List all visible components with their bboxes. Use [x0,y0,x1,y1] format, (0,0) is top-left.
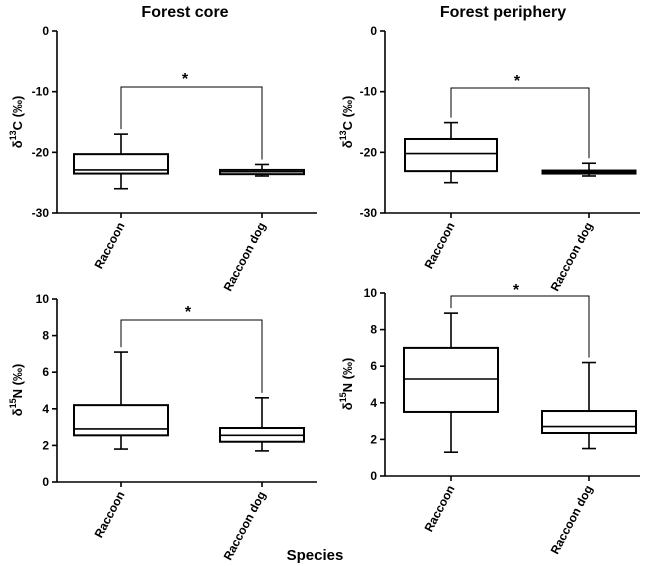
chart-panel-4: 0 2 4 6 8 10 Raccoon Raccoon dog * δ15N (‰) [338,282,640,557]
chart-panel-1: 0 -10 -20 -30 Raccoon Raccoon dog * δ13C (‰) [8,24,317,294]
y-tick-label: -30 [32,206,50,220]
y-label-isotope: 15 [338,392,348,402]
significance-bracket [450,87,590,159]
y-axis-label: δ13C (‰) [8,96,25,149]
y-tick-label: 0 [42,475,49,489]
iqr-box [541,410,637,434]
y-label-delta: δ [10,408,25,416]
x-axis-label: Species [287,547,344,564]
x-category-label: Raccoon dog [548,483,596,557]
y-label-isotope: 15 [8,398,18,408]
box-raccoon-dog [541,361,637,450]
significance-marker: * [182,71,189,88]
y-tick-label: 0 [370,469,377,483]
y-tick-label: -20 [32,145,50,159]
y-tick-label: 8 [42,329,49,343]
x-category-label: Raccoon dog [548,220,596,294]
y-tick-label: 2 [370,432,377,446]
box-raccoon [404,121,498,184]
box-raccoon [403,312,499,454]
y-label-isotope: 13 [8,130,18,140]
box-raccoon-dog [541,162,637,177]
x-category-label: Raccoon dog [221,220,269,294]
y-tick-label: -10 [32,85,50,99]
y-tick-label: 4 [42,402,49,416]
y-tick-label: -10 [360,85,378,99]
y-axis-label: δ15N (‰) [338,358,355,411]
significance-bracket [120,319,263,393]
box-raccoon [73,133,169,190]
y-tick-label: 4 [370,396,377,410]
y-tick-label: 10 [36,292,50,306]
significance-marker: * [514,73,521,90]
col-title-forest-periphery: Forest periphery [440,4,566,21]
y-tick-label: 10 [364,286,378,300]
x-category-label: Raccoon [421,220,457,271]
iqr-box [73,153,169,175]
chart-panel-3: 0 2 4 6 8 10 Raccoon Raccoon dog * δ15N (‰) [8,292,317,563]
col-title-forest-core: Forest core [141,4,228,21]
y-tick-label: -30 [360,206,378,220]
x-category-label: Raccoon dog [221,489,269,563]
box-raccoon-dog [219,163,305,177]
y-tick-label: 8 [370,323,377,337]
x-category-label: Raccoon [421,483,457,534]
y-label-unit: C (‰) [340,96,355,131]
iqr-box [73,404,169,437]
y-label-unit: N (‰) [10,364,25,399]
y-tick-label: 6 [42,365,49,379]
box-raccoon [73,351,169,450]
significance-bracket [120,86,263,160]
significance-marker: * [513,282,520,299]
y-tick-label: 6 [370,359,377,373]
x-category-label: Raccoon [91,220,127,271]
x-category-label: Raccoon [91,489,127,540]
box-raccoon-dog [219,397,305,452]
y-axis-label: δ15N (‰) [8,364,25,417]
significance-marker: * [185,304,192,321]
y-axis-label: δ13C (‰) [338,96,355,149]
y-tick-label: 0 [370,24,377,38]
chart-panel-2: 0 -10 -20 -30 Raccoon Raccoon dog * δ13C (‰) [338,24,640,294]
iqr-box [403,346,499,413]
significance-bracket [450,295,590,358]
y-tick-label: 2 [42,438,49,452]
y-label-unit: N (‰) [340,358,355,393]
y-label-delta: δ [340,140,355,148]
y-tick-label: 0 [42,24,49,38]
y-tick-label: -20 [360,145,378,159]
y-label-delta: δ [10,140,25,148]
y-label-delta: δ [340,402,355,410]
y-label-unit: C (‰) [10,96,25,131]
iqr-box [404,137,498,173]
y-label-isotope: 13 [338,130,348,140]
